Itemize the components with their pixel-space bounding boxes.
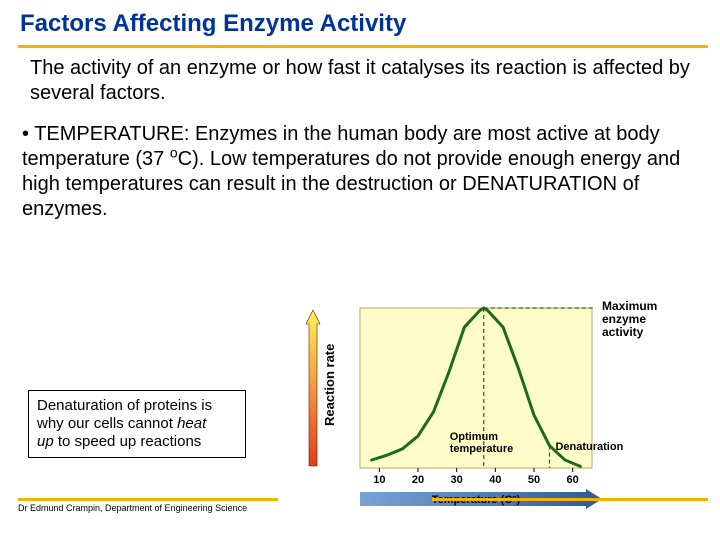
- slide-title: Factors Affecting Enzyme Activity: [20, 10, 406, 42]
- footer-accent-bar: [432, 498, 708, 501]
- x-tick-label: 60: [567, 474, 579, 486]
- max-activity-label: enzyme: [602, 312, 646, 326]
- title-underline: [18, 45, 708, 48]
- bullet-prefix: • TEMPERATURE:: [22, 123, 195, 145]
- temperature-bullet: • TEMPERATURE: Enzymes in the human body…: [0, 106, 720, 222]
- callout-line-2a: why our cells cannot: [37, 415, 177, 432]
- max-activity-label: activity: [602, 325, 644, 339]
- x-tick-label: 40: [489, 474, 501, 486]
- chart-svg: Reaction rate102030405060Maximumenzymeac…: [290, 300, 700, 520]
- callout-line-3b: to speed up reactions: [54, 433, 202, 450]
- footer-text: Dr Edmund Crampin, Department of Enginee…: [18, 501, 708, 513]
- reaction-rate-arrow: [306, 310, 320, 466]
- x-tick-label: 20: [412, 474, 424, 486]
- optimum-label: Optimum: [450, 431, 498, 443]
- callout-line-1: Denaturation of proteins is: [37, 397, 212, 414]
- degree-superscript: o: [170, 144, 178, 160]
- y-axis-label: Reaction rate: [322, 344, 337, 426]
- denaturation-label: Denaturation: [555, 441, 623, 453]
- intro-paragraph: The activity of an enzyme or how fast it…: [0, 42, 720, 106]
- optimum-label: temperature: [450, 443, 514, 455]
- x-tick-label: 30: [451, 474, 463, 486]
- x-tick-label: 50: [528, 474, 540, 486]
- x-tick-label: 10: [373, 474, 385, 486]
- reaction-rate-chart: Reaction rate102030405060Maximumenzymeac…: [290, 300, 700, 520]
- denaturation-callout: Denaturation of proteins is why our cell…: [28, 390, 246, 458]
